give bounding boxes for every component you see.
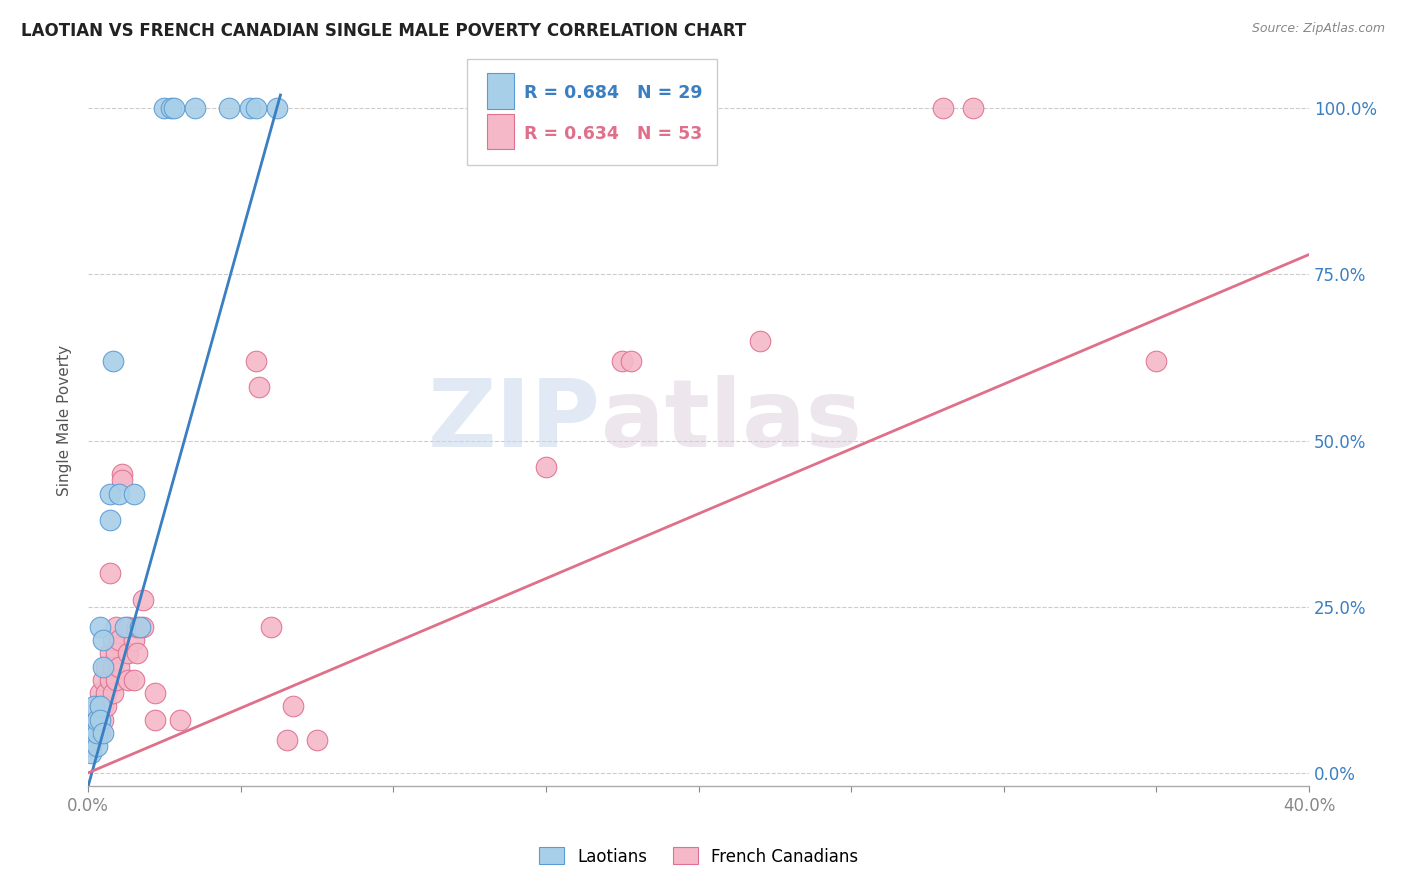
Point — [122, 673, 145, 687]
Point — [620, 354, 643, 368]
Point — [80, 732, 103, 747]
Point — [86, 726, 108, 740]
Point — [159, 101, 181, 115]
Point — [89, 699, 111, 714]
Point — [276, 732, 298, 747]
Point — [98, 513, 121, 527]
Point — [962, 101, 984, 115]
Point — [98, 673, 121, 687]
FancyBboxPatch shape — [467, 59, 717, 165]
Point — [80, 726, 103, 740]
FancyBboxPatch shape — [488, 73, 515, 109]
Point — [93, 632, 115, 647]
Point — [122, 487, 145, 501]
Point — [114, 620, 136, 634]
Point — [247, 380, 270, 394]
Point — [98, 566, 121, 581]
Point — [83, 699, 105, 714]
Point — [162, 101, 184, 115]
Point — [80, 726, 103, 740]
Text: R = 0.684   N = 29: R = 0.684 N = 29 — [524, 84, 703, 103]
Point — [122, 632, 145, 647]
Point — [143, 686, 166, 700]
Point — [125, 620, 148, 634]
Text: LAOTIAN VS FRENCH CANADIAN SINGLE MALE POVERTY CORRELATION CHART: LAOTIAN VS FRENCH CANADIAN SINGLE MALE P… — [21, 22, 747, 40]
Point — [98, 646, 121, 660]
Point — [89, 620, 111, 634]
Point — [86, 726, 108, 740]
Point — [184, 101, 207, 115]
Point — [89, 699, 111, 714]
Point — [1146, 354, 1168, 368]
Point — [83, 713, 105, 727]
Point — [218, 101, 240, 115]
Point — [89, 686, 111, 700]
Point — [96, 659, 118, 673]
Point — [101, 659, 124, 673]
Text: R = 0.634   N = 53: R = 0.634 N = 53 — [524, 125, 702, 143]
Point — [266, 101, 288, 115]
Point — [239, 101, 262, 115]
Point — [153, 101, 176, 115]
Point — [93, 659, 115, 673]
Point — [125, 646, 148, 660]
Point — [93, 673, 115, 687]
Point — [534, 460, 557, 475]
Point — [129, 620, 152, 634]
Point — [169, 713, 191, 727]
Point — [98, 487, 121, 501]
Point — [86, 713, 108, 727]
Point — [86, 699, 108, 714]
Point — [93, 713, 115, 727]
Text: atlas: atlas — [600, 375, 862, 467]
Point — [281, 699, 304, 714]
Point — [932, 101, 955, 115]
Point — [245, 354, 267, 368]
Point — [93, 699, 115, 714]
Y-axis label: Single Male Poverty: Single Male Poverty — [58, 345, 72, 496]
Point — [101, 632, 124, 647]
Point — [117, 673, 139, 687]
Point — [260, 620, 283, 634]
Point — [101, 354, 124, 368]
Point — [104, 673, 127, 687]
Point — [86, 739, 108, 754]
Point — [83, 719, 105, 733]
Point — [612, 354, 634, 368]
Point — [111, 474, 134, 488]
Point — [117, 646, 139, 660]
Point — [748, 334, 770, 348]
Point — [96, 699, 118, 714]
Point — [89, 726, 111, 740]
Text: ZIP: ZIP — [427, 375, 600, 467]
Point — [107, 659, 129, 673]
FancyBboxPatch shape — [488, 114, 515, 150]
Legend: Laotians, French Canadians: Laotians, French Canadians — [540, 847, 858, 865]
Point — [101, 686, 124, 700]
Point — [93, 726, 115, 740]
Point — [80, 746, 103, 760]
Point — [143, 713, 166, 727]
Text: Source: ZipAtlas.com: Source: ZipAtlas.com — [1251, 22, 1385, 36]
Point — [111, 467, 134, 481]
Point — [245, 101, 267, 115]
Point — [132, 620, 155, 634]
Point — [132, 593, 155, 607]
Point — [86, 713, 108, 727]
Point — [107, 632, 129, 647]
Point — [107, 487, 129, 501]
Point — [117, 620, 139, 634]
Point — [104, 646, 127, 660]
Point — [96, 686, 118, 700]
Point — [307, 732, 329, 747]
Point — [104, 620, 127, 634]
Point — [89, 713, 111, 727]
Point — [80, 739, 103, 754]
